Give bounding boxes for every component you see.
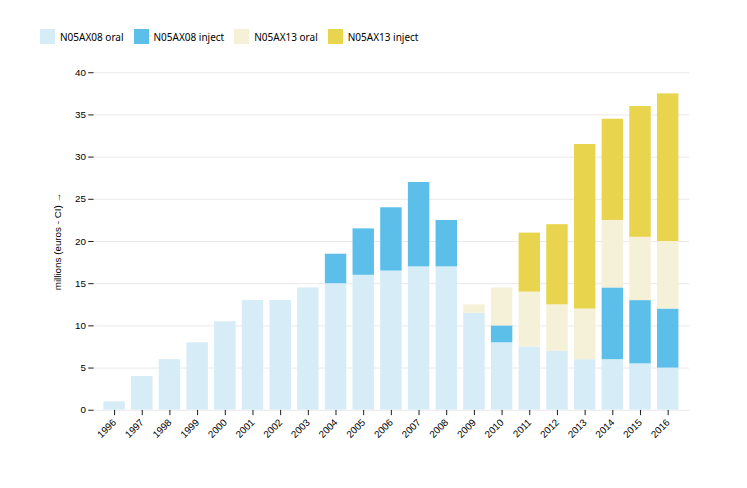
svg-text:2015: 2015 bbox=[621, 416, 645, 440]
html-text:N05AX08 inject: N05AX08 inject bbox=[153, 29, 225, 44]
svg-text:40: 40 bbox=[75, 67, 86, 78]
svg-text:30: 30 bbox=[75, 151, 86, 162]
html-text:N05AX13 inject: N05AX13 inject bbox=[347, 29, 419, 44]
svg-text:25: 25 bbox=[75, 193, 86, 204]
svg-text:2012: 2012 bbox=[538, 417, 561, 440]
svg-text:2004: 2004 bbox=[316, 416, 340, 440]
svg-text:2011: 2011 bbox=[511, 417, 534, 440]
html-text:N05AX08 oral: N05AX08 oral bbox=[60, 29, 124, 44]
svg-text:2007: 2007 bbox=[399, 417, 422, 440]
svg-text:2000: 2000 bbox=[206, 416, 230, 440]
svg-text:2001: 2001 bbox=[233, 417, 256, 440]
svg-text:2014: 2014 bbox=[593, 416, 617, 440]
svg-text:2008: 2008 bbox=[427, 416, 451, 440]
svg-text:5: 5 bbox=[81, 362, 87, 373]
svg-text:15: 15 bbox=[75, 278, 86, 289]
svg-text:20: 20 bbox=[75, 236, 86, 247]
svg-text:1999: 1999 bbox=[178, 417, 201, 440]
svg-text:2016: 2016 bbox=[649, 416, 673, 440]
svg-text:2005: 2005 bbox=[344, 416, 368, 440]
html-text:N05AX13 oral: N05AX13 oral bbox=[254, 29, 318, 44]
svg-text:1996: 1996 bbox=[95, 416, 119, 440]
svg-text:2006: 2006 bbox=[372, 416, 396, 440]
svg-text:10: 10 bbox=[75, 320, 86, 331]
svg-text:35: 35 bbox=[75, 109, 86, 120]
svg-text:millions (euros - CI) →: millions (euros - CI) → bbox=[52, 193, 63, 291]
svg-text:1998: 1998 bbox=[150, 416, 174, 440]
svg-text:2009: 2009 bbox=[455, 417, 478, 440]
svg-text:0: 0 bbox=[81, 404, 87, 415]
svg-text:1997: 1997 bbox=[123, 417, 146, 440]
svg-text:2013: 2013 bbox=[566, 416, 590, 440]
svg-text:2003: 2003 bbox=[289, 416, 313, 440]
svg-text:2002: 2002 bbox=[261, 417, 284, 440]
svg-text:2010: 2010 bbox=[482, 416, 506, 440]
